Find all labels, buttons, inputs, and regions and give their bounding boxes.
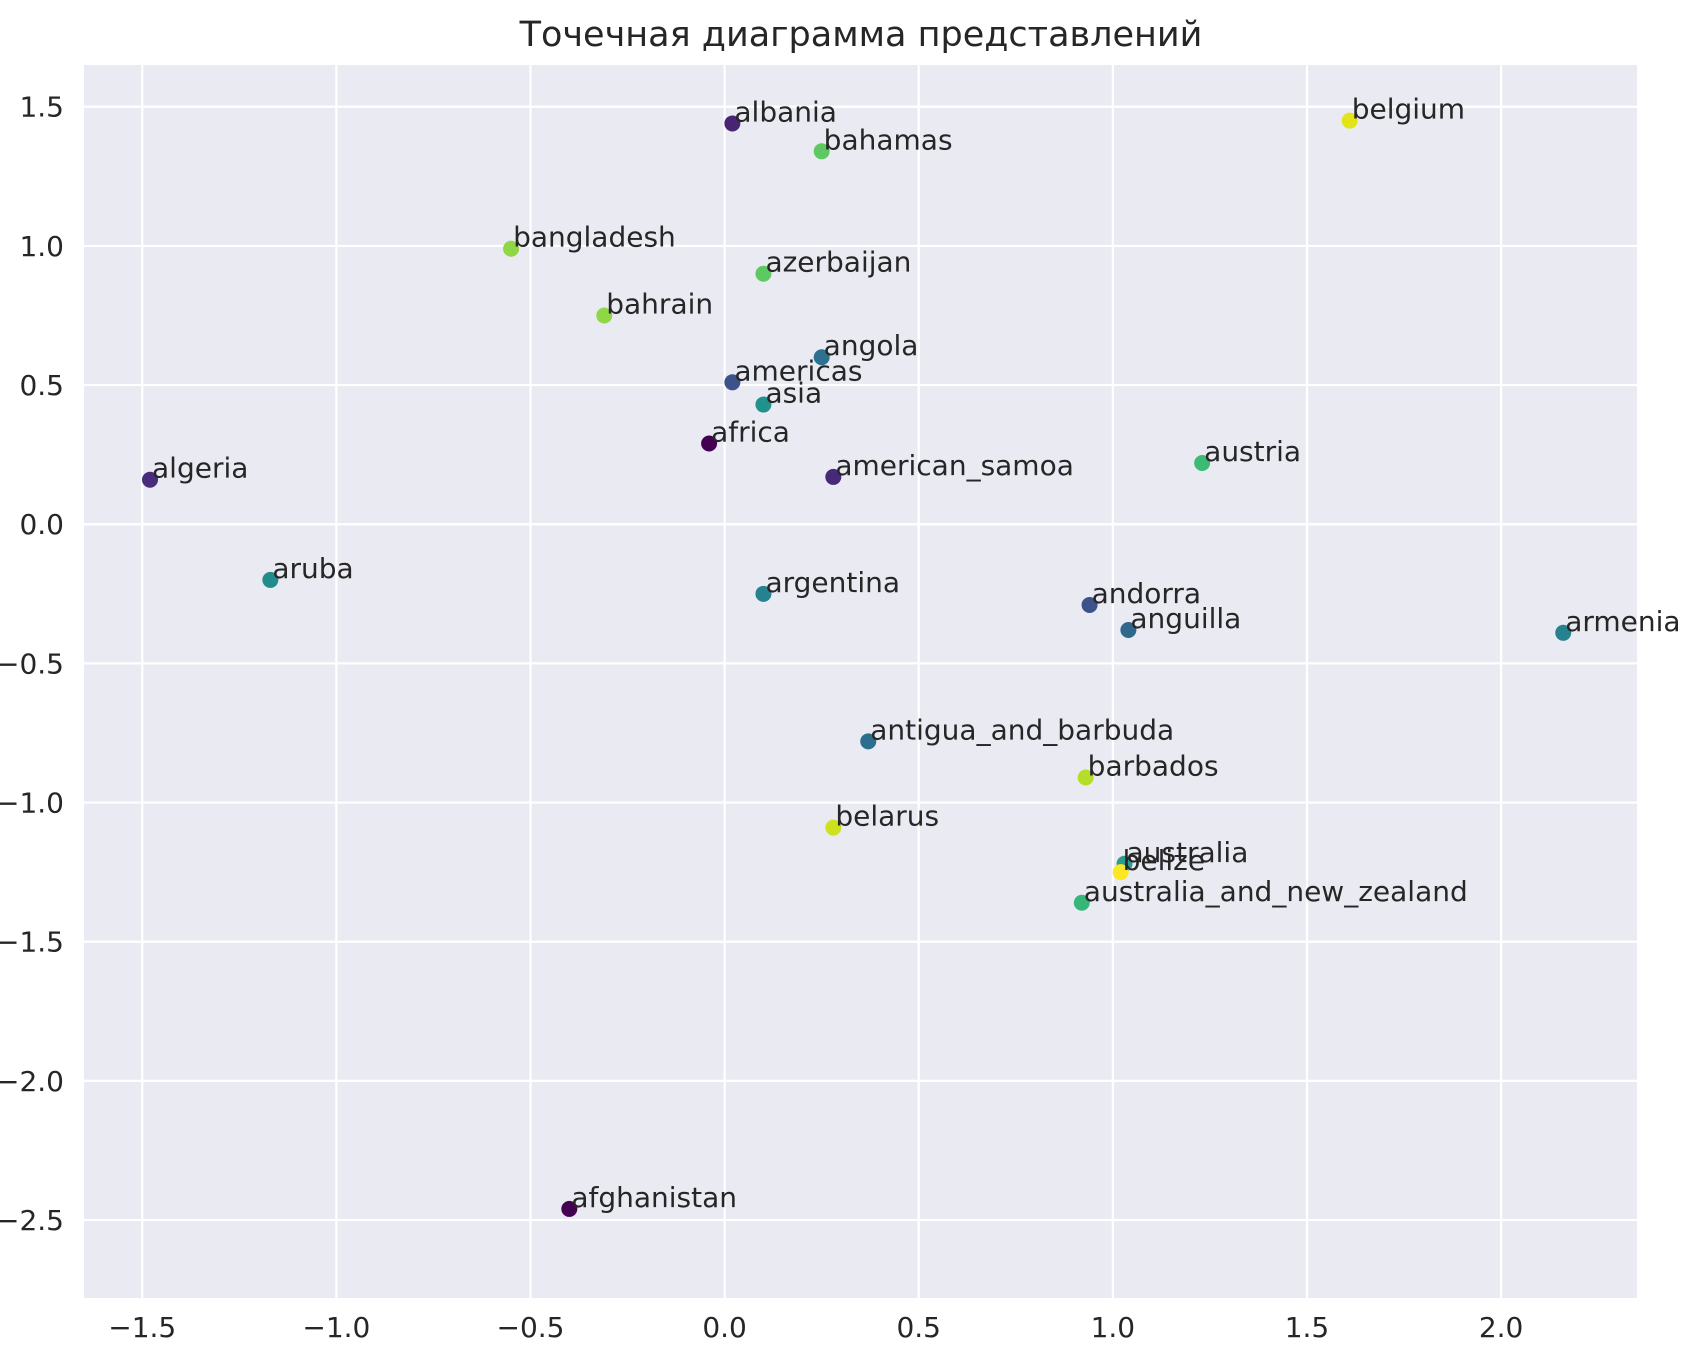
plot-area <box>84 65 1637 1298</box>
y-tick-label: −0.5 <box>0 647 64 680</box>
y-tick-label: 1.5 <box>19 91 64 124</box>
y-tick-label: 0.0 <box>19 508 64 541</box>
scatter-point <box>755 396 772 413</box>
point-label: anguilla <box>1130 602 1241 635</box>
y-tick-label: −2.5 <box>0 1204 64 1237</box>
scatter-point <box>755 585 772 602</box>
y-tick-label: −1.5 <box>0 926 64 959</box>
scatter-point <box>1341 112 1358 129</box>
x-tick-label: 0.5 <box>896 1311 941 1344</box>
scatter-point <box>596 307 613 324</box>
point-label: asia <box>765 377 822 410</box>
point-label: argentina <box>765 566 900 599</box>
point-label: azerbaijan <box>765 246 911 279</box>
scatter-point <box>1077 769 1094 786</box>
x-tick-label: 1.0 <box>1091 1311 1136 1344</box>
point-label: bahamas <box>824 123 953 156</box>
y-tick-label: −1.0 <box>0 787 64 820</box>
point-label: armenia <box>1565 605 1680 638</box>
x-tick-label: 0.0 <box>702 1311 747 1344</box>
scatter-point <box>1073 894 1090 911</box>
scatter-point <box>1112 864 1129 881</box>
y-tick-label: 1.0 <box>19 230 64 263</box>
scatter-point <box>503 240 520 257</box>
point-label: africa <box>711 416 790 449</box>
chart-title: Точечная диаграмма представлений <box>519 15 1203 55</box>
point-label: belarus <box>835 800 939 833</box>
point-label: austria <box>1204 435 1301 468</box>
scatter-point <box>1555 624 1572 641</box>
x-tick-label: −0.5 <box>496 1311 564 1344</box>
scatter-point <box>724 374 741 391</box>
point-label: australia_and_new_zealand <box>1084 875 1468 908</box>
point-label: belgium <box>1352 93 1465 126</box>
scatter-point <box>1120 622 1137 639</box>
x-tick-label: −1.0 <box>302 1311 370 1344</box>
y-tick-label: −2.0 <box>0 1065 64 1098</box>
point-label: americas <box>734 354 862 387</box>
point-label: american_samoa <box>835 449 1074 482</box>
point-label: bahrain <box>606 287 713 320</box>
x-gridlines <box>141 65 1503 1298</box>
x-tick-label: −1.5 <box>108 1311 176 1344</box>
scatter-point <box>262 571 279 588</box>
point-label: belize <box>1123 844 1205 877</box>
scatter-point <box>813 349 830 366</box>
point-label: algeria <box>152 452 248 485</box>
y-tick-label: 0.5 <box>19 369 64 402</box>
x-tick-label: 1.5 <box>1285 1311 1330 1344</box>
scatter-point <box>825 819 842 836</box>
y-axis-tick-labels: 1.5 1.0 0.5 0.0 −0.5 −1.0 −1.5 −2.0 −2.5 <box>0 91 64 1237</box>
point-label: andorra <box>1092 577 1202 610</box>
scatter-point <box>755 265 772 282</box>
point-label: bangladesh <box>513 221 676 254</box>
point-label: antigua_and_barbuda <box>870 713 1174 746</box>
point-label: albania <box>734 95 837 128</box>
scatter-point <box>724 115 741 132</box>
scatter-point-labels: albania belgium bahamas bangladesh azerbaija… <box>152 93 1681 1214</box>
point-label: afghanistan <box>571 1181 737 1214</box>
scatter-points <box>142 112 1572 1217</box>
point-label: barbados <box>1088 750 1219 783</box>
scatter-point <box>860 733 877 750</box>
y-gridlines <box>84 105 1637 1222</box>
scatter-point <box>561 1200 578 1217</box>
scatter-point <box>1081 596 1098 613</box>
point-label: angola <box>824 329 919 362</box>
scatter-point <box>1194 455 1211 472</box>
point-label: aruba <box>272 552 353 585</box>
scatter-point <box>142 471 159 488</box>
scatter-point <box>825 468 842 485</box>
x-axis-tick-labels: −1.5 −1.0 −0.5 0.0 0.5 1.0 1.5 2.0 <box>108 1311 1523 1344</box>
scatter-point <box>701 435 718 452</box>
scatter-point <box>813 143 830 160</box>
point-label: australia <box>1127 836 1249 869</box>
x-tick-label: 2.0 <box>1479 1311 1524 1344</box>
